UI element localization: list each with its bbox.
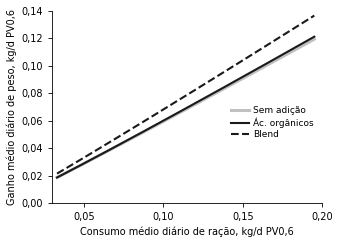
- Ác. orgânicos: [272, 58, 276, 61]
- Line: Ác. orgânicos: Ác. orgânicos: [57, 37, 314, 178]
- Legend: Sem adição, Ác. orgânicos, Blend: Sem adição, Ác. orgânicos, Blend: [227, 102, 318, 143]
- Blend: [208, 79, 212, 82]
- Sem adição: [212, 92, 217, 95]
- Blend: [288, 29, 292, 32]
- Blend: [55, 172, 59, 175]
- Sem adição: [55, 176, 59, 179]
- Sem adição: [312, 38, 316, 41]
- Ác. orgânicos: [312, 35, 316, 38]
- Ác. orgânicos: [212, 91, 217, 94]
- Sem adição: [208, 95, 212, 98]
- Line: Sem adição: Sem adição: [57, 39, 314, 177]
- Sem adição: [272, 60, 276, 63]
- Blend: [272, 40, 276, 42]
- Line: Blend: Blend: [57, 16, 314, 174]
- Blend: [207, 80, 211, 83]
- X-axis label: Consumo médio diário de ração, kg/d PV0,6: Consumo médio diário de ração, kg/d PV0,…: [80, 227, 294, 237]
- Blend: [312, 14, 316, 17]
- Blend: [212, 76, 217, 79]
- Blend: [56, 172, 60, 174]
- Ác. orgânicos: [56, 176, 60, 179]
- Ác. orgânicos: [208, 93, 212, 96]
- Y-axis label: Ganho médio diário de peso, kg/d PV0,6: Ganho médio diário de peso, kg/d PV0,6: [7, 9, 17, 205]
- Ác. orgânicos: [55, 176, 59, 179]
- Ác. orgânicos: [207, 94, 211, 97]
- Sem adição: [56, 176, 60, 179]
- Ác. orgânicos: [288, 49, 292, 52]
- Sem adição: [207, 95, 211, 98]
- Sem adição: [288, 51, 292, 54]
